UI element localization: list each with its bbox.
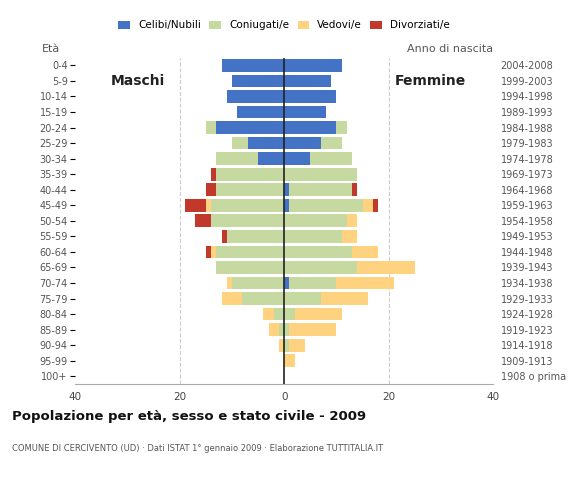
- Bar: [227, 90, 284, 103]
- Bar: [336, 121, 347, 134]
- Bar: [336, 276, 394, 289]
- Bar: [357, 261, 415, 274]
- Bar: [216, 152, 258, 165]
- Bar: [352, 245, 378, 258]
- Bar: [284, 59, 342, 72]
- Bar: [289, 199, 362, 212]
- Bar: [284, 339, 289, 351]
- Bar: [216, 245, 284, 258]
- Bar: [185, 199, 206, 212]
- Bar: [211, 245, 216, 258]
- Bar: [211, 215, 284, 227]
- Bar: [284, 106, 326, 119]
- Bar: [269, 323, 279, 336]
- Bar: [284, 245, 352, 258]
- Bar: [279, 323, 284, 336]
- Bar: [284, 152, 310, 165]
- Text: Popolazione per età, sesso e stato civile - 2009: Popolazione per età, sesso e stato civil…: [12, 410, 366, 423]
- Bar: [289, 323, 336, 336]
- Bar: [216, 183, 284, 196]
- Bar: [211, 199, 284, 212]
- Legend: Celibi/Nubili, Coniugati/e, Vedovi/e, Divorziati/e: Celibi/Nubili, Coniugati/e, Vedovi/e, Di…: [118, 20, 450, 30]
- Bar: [206, 199, 211, 212]
- Bar: [237, 106, 284, 119]
- Bar: [284, 168, 357, 180]
- Bar: [206, 183, 216, 196]
- Bar: [263, 308, 274, 321]
- Bar: [227, 230, 284, 243]
- Bar: [206, 245, 211, 258]
- Text: Età: Età: [42, 44, 60, 54]
- Bar: [279, 339, 284, 351]
- Bar: [284, 215, 347, 227]
- Text: COMUNE DI CERCIVENTO (UD) · Dati ISTAT 1° gennaio 2009 · Elaborazione TUTTITALIA: COMUNE DI CERCIVENTO (UD) · Dati ISTAT 1…: [12, 444, 383, 453]
- Bar: [289, 183, 352, 196]
- Bar: [289, 339, 305, 351]
- Bar: [362, 199, 373, 212]
- Bar: [284, 276, 289, 289]
- Bar: [284, 199, 289, 212]
- Text: Anno di nascita: Anno di nascita: [407, 44, 493, 54]
- Bar: [227, 276, 232, 289]
- Bar: [274, 308, 284, 321]
- Bar: [216, 121, 284, 134]
- Bar: [373, 199, 378, 212]
- Bar: [222, 292, 242, 305]
- Bar: [284, 323, 289, 336]
- Bar: [284, 308, 295, 321]
- Text: Maschi: Maschi: [111, 74, 165, 88]
- Bar: [248, 137, 284, 149]
- Bar: [195, 215, 211, 227]
- Bar: [242, 292, 284, 305]
- Bar: [321, 137, 342, 149]
- Bar: [284, 354, 295, 367]
- Bar: [289, 276, 336, 289]
- Bar: [216, 168, 284, 180]
- Bar: [342, 230, 357, 243]
- Bar: [347, 215, 357, 227]
- Bar: [232, 74, 284, 87]
- Bar: [258, 152, 284, 165]
- Bar: [284, 230, 342, 243]
- Bar: [284, 90, 336, 103]
- Bar: [284, 121, 336, 134]
- Bar: [222, 59, 284, 72]
- Bar: [222, 230, 227, 243]
- Bar: [232, 137, 248, 149]
- Bar: [321, 292, 368, 305]
- Bar: [284, 261, 357, 274]
- Bar: [352, 183, 357, 196]
- Bar: [284, 292, 321, 305]
- Bar: [211, 168, 216, 180]
- Bar: [284, 137, 321, 149]
- Bar: [206, 121, 216, 134]
- Bar: [284, 183, 289, 196]
- Text: Femmine: Femmine: [395, 74, 466, 88]
- Bar: [295, 308, 342, 321]
- Bar: [232, 276, 284, 289]
- Bar: [284, 74, 331, 87]
- Bar: [216, 261, 284, 274]
- Bar: [310, 152, 352, 165]
